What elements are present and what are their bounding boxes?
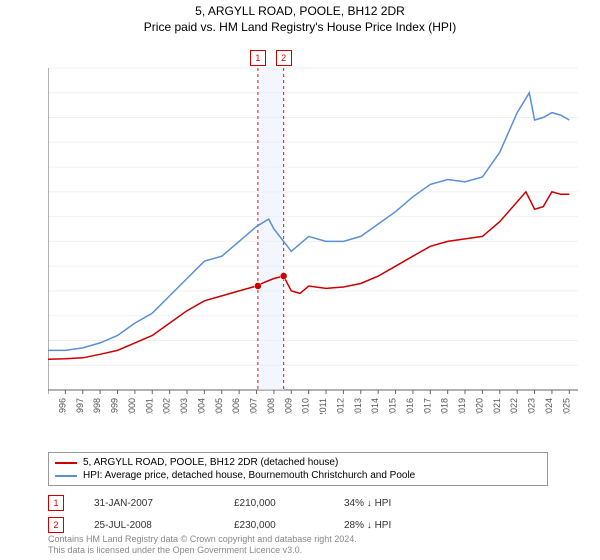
legend-item: HPI: Average price, detached house, Bour… [55,469,541,482]
svg-text:2014: 2014 [370,398,380,414]
svg-text:2022: 2022 [509,398,519,414]
svg-text:2013: 2013 [353,398,363,414]
footer: Contains HM Land Registry data © Crown c… [48,534,357,556]
svg-text:2018: 2018 [440,398,450,414]
callout-marker: 1 [250,50,266,66]
svg-text:2012: 2012 [335,398,345,414]
svg-text:2015: 2015 [388,398,398,414]
legend-swatch [55,462,77,464]
sales-table: 1 31-JAN-2007 £210,000 34% ↓ HPI 2 25-JU… [48,492,434,536]
chart-title: 5, ARGYLL ROAD, POOLE, BH12 2DR [0,0,600,18]
svg-text:2006: 2006 [231,398,241,414]
svg-text:1997: 1997 [75,398,85,414]
chart-container: 5, ARGYLL ROAD, POOLE, BH12 2DR Price pa… [0,0,600,560]
legend-swatch [55,475,77,477]
sale-price: £210,000 [234,498,314,509]
svg-text:2016: 2016 [405,398,415,414]
legend-item: 5, ARGYLL ROAD, POOLE, BH12 2DR (detache… [55,456,541,469]
svg-text:1996: 1996 [57,398,67,414]
svg-text:2023: 2023 [527,398,537,414]
svg-text:2001: 2001 [144,398,154,414]
chart-subtitle: Price paid vs. HM Land Registry's House … [0,18,600,34]
sale-row: 2 25-JUL-2008 £230,000 28% ↓ HPI [48,514,434,536]
legend: 5, ARGYLL ROAD, POOLE, BH12 2DR (detache… [48,452,548,486]
svg-text:1995: 1995 [48,398,50,414]
footer-line: Contains HM Land Registry data © Crown c… [48,534,357,545]
sale-price: £230,000 [234,520,314,531]
svg-text:2003: 2003 [179,398,189,414]
sale-row: 1 31-JAN-2007 £210,000 34% ↓ HPI [48,492,434,514]
sale-diff: 28% ↓ HPI [344,520,434,531]
svg-text:2009: 2009 [283,398,293,414]
sale-marker-icon: 2 [48,517,64,533]
svg-text:2011: 2011 [318,398,328,414]
svg-text:2010: 2010 [301,398,311,414]
svg-text:2005: 2005 [214,398,224,414]
sale-date: 31-JAN-2007 [94,498,204,509]
legend-label: HPI: Average price, detached house, Bour… [83,470,415,481]
sale-date: 25-JUL-2008 [94,520,204,531]
callout-marker: 2 [276,50,292,66]
svg-text:2017: 2017 [422,398,432,414]
svg-text:2000: 2000 [127,398,137,414]
svg-text:2019: 2019 [457,398,467,414]
svg-text:1998: 1998 [92,398,102,414]
footer-line: This data is licensed under the Open Gov… [48,545,357,556]
svg-text:2007: 2007 [249,398,259,414]
svg-text:2008: 2008 [266,398,276,414]
svg-text:2002: 2002 [162,398,172,414]
svg-text:2025: 2025 [561,398,571,414]
svg-text:2020: 2020 [474,398,484,414]
sale-diff: 34% ↓ HPI [344,498,434,509]
svg-text:2021: 2021 [492,398,502,414]
sale-marker-icon: 1 [48,495,64,511]
svg-text:2004: 2004 [196,398,206,414]
svg-text:1999: 1999 [110,398,120,414]
legend-label: 5, ARGYLL ROAD, POOLE, BH12 2DR (detache… [83,457,338,468]
svg-text:2024: 2024 [544,398,554,414]
line-chart: £0£50K£100K£150K£200K£250K£300K£350K£400… [48,44,578,414]
